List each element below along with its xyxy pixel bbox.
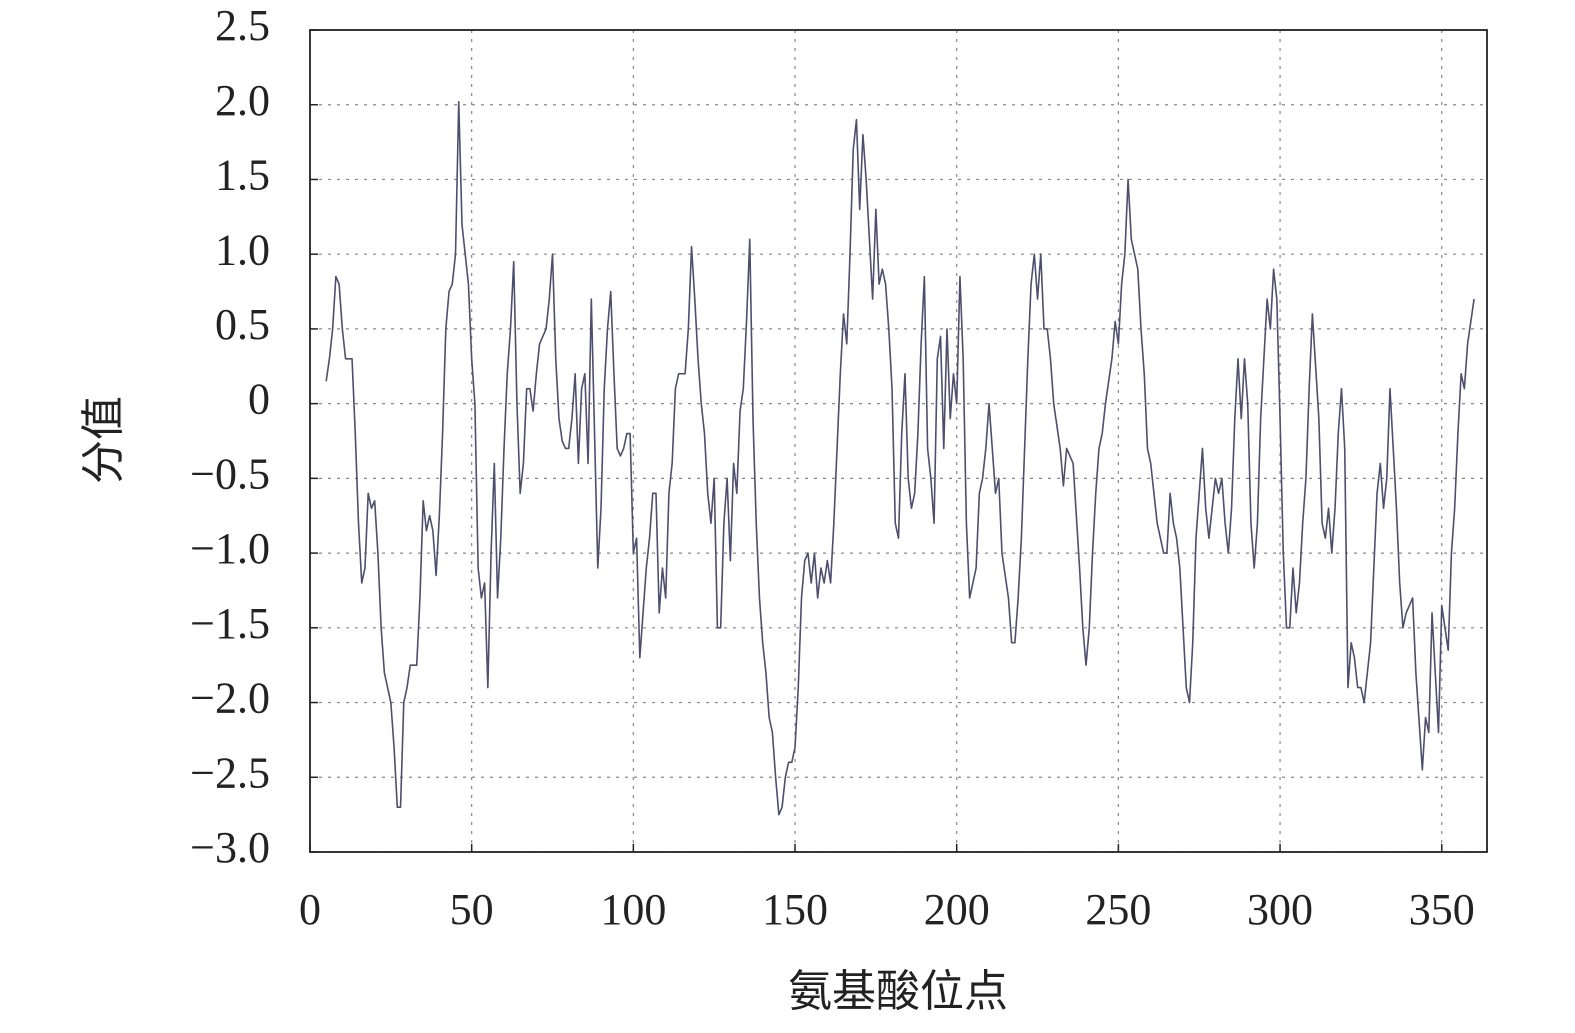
x-tick-label: 300 <box>1247 885 1313 934</box>
x-tick-label: 200 <box>924 885 990 934</box>
y-tick-label: 0 <box>248 375 270 424</box>
y-tick-label: 0.5 <box>215 300 270 349</box>
y-tick-label: 2.0 <box>215 76 270 125</box>
y-tick-label: 1.5 <box>215 151 270 200</box>
y-tick-label: −1.5 <box>190 599 270 648</box>
y-tick-label: −2.0 <box>190 674 270 723</box>
x-tick-label: 350 <box>1409 885 1475 934</box>
y-tick-label: −0.5 <box>190 449 270 498</box>
y-tick-label: 1.0 <box>215 225 270 274</box>
y-tick-label: −1.0 <box>190 524 270 573</box>
y-tick-label: 2.5 <box>215 1 270 50</box>
x-axis-label: 氨基酸位点 <box>788 967 1008 1016</box>
y-tick-label: −3.0 <box>190 823 270 872</box>
x-tick-label: 150 <box>762 885 828 934</box>
y-axis-label: 分值 <box>79 396 128 484</box>
x-tick-label: 50 <box>450 885 494 934</box>
x-tick-label: 0 <box>299 885 321 934</box>
y-tick-label: −2.5 <box>190 748 270 797</box>
x-tick-label: 250 <box>1085 885 1151 934</box>
data-line <box>325 100 1475 816</box>
plot-frame <box>309 29 1488 853</box>
x-tick-label: 100 <box>600 885 666 934</box>
